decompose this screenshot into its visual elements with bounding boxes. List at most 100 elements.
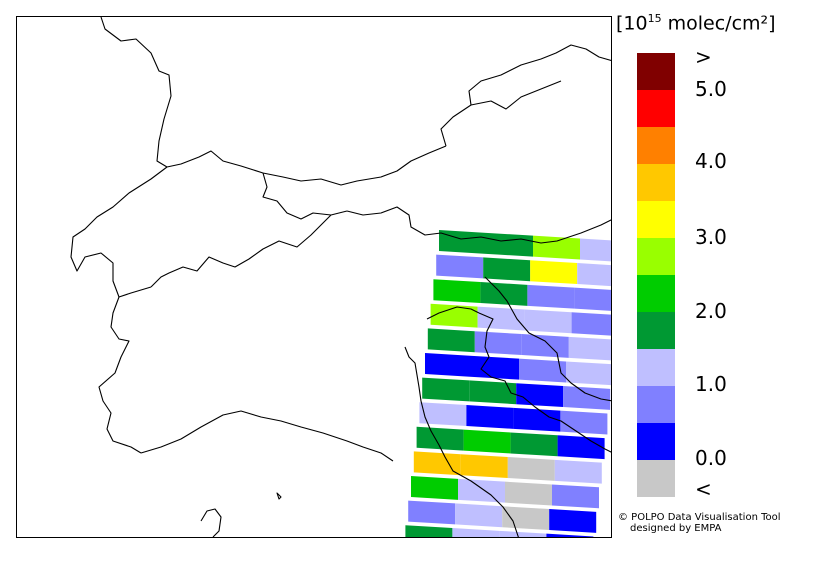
swath-pixel (469, 380, 517, 405)
map-canvas (70, 17, 611, 537)
swath-pixel (530, 260, 578, 285)
swath-pixel (549, 509, 597, 533)
swath-pixel (519, 358, 566, 383)
colorbar-swatch (637, 90, 675, 127)
swath-pixel (568, 336, 611, 361)
swath-pixel (422, 377, 470, 402)
swath-pixel (430, 303, 478, 328)
colorbar-tick-label: 3.0 (695, 225, 727, 249)
colorbar-swatch (637, 238, 675, 275)
border-slovenia-croatia (484, 276, 611, 402)
swath-pixel (510, 432, 558, 457)
colorbar (637, 53, 675, 497)
legend-title-prefix: [10 (616, 12, 648, 35)
colorbar-tick-label: 1.0 (695, 372, 727, 396)
map-panel (16, 16, 612, 538)
swath-pixel (413, 451, 461, 476)
swath-pixel (472, 355, 519, 380)
colorbar-tick-label: 5.0 (695, 77, 727, 101)
coast-italy-east (404, 346, 519, 537)
colorbar-tick-label: < (695, 477, 712, 501)
colorbar-swatch (637, 201, 675, 238)
swath-pixel (546, 533, 594, 537)
swath-pixel (427, 328, 475, 353)
swath-pixel (574, 287, 611, 311)
swath-pixel (557, 435, 605, 460)
border-germany-austria (440, 44, 611, 147)
colorbar-swatch (637, 275, 675, 312)
colorbar-tick-label: > (695, 45, 712, 69)
colorbar-tick-label: 0.0 (695, 446, 727, 470)
colorbar-swatch (637, 386, 675, 423)
colorbar-swatch (637, 127, 675, 164)
border-switzerland-italy (150, 210, 348, 288)
swath-pixel (552, 484, 599, 509)
swath-pixel (521, 334, 569, 358)
swath-pixel (408, 500, 456, 525)
legend-title-units: molec/cm²] (661, 12, 776, 35)
swath-pixel (563, 386, 611, 410)
swath-pixel (483, 257, 531, 282)
colorbar-swatch (637, 349, 675, 386)
credit-line-2: designed by EMPA (630, 523, 722, 534)
swath-pixel (527, 284, 575, 309)
swath-pixel (486, 232, 533, 257)
colorbar-swatch (637, 312, 675, 349)
swath-pixel (433, 279, 481, 304)
swath-pixel (580, 238, 611, 262)
coast-venice (426, 306, 480, 320)
colorbar-swatch (637, 164, 675, 201)
swath-pixel (477, 306, 525, 331)
legend-title-exponent: 15 (647, 12, 662, 25)
swath-pixel (566, 361, 611, 386)
coast-adriatic-north (478, 312, 611, 453)
colorbar-swatch (637, 53, 675, 90)
swath-pixel (516, 383, 564, 408)
credit-text: © POLPO Data Visualisation Tool designed… (618, 512, 781, 534)
swath-pixel (411, 476, 458, 500)
legend-title: [1015 molec/cm²] (616, 12, 776, 34)
swath-pixel (463, 429, 511, 454)
border-france-germany (100, 17, 172, 168)
swath-pixel (474, 331, 522, 356)
swath-pixel (577, 263, 611, 287)
swath-pixel (436, 254, 484, 279)
border-austria-italy (346, 206, 611, 244)
coast-elba (276, 492, 282, 500)
colorbar-tick-label: 2.0 (695, 299, 727, 323)
swath-pixel (499, 530, 547, 537)
border-germany-czech (470, 80, 562, 110)
swath-pixel (513, 407, 561, 432)
swath-pixel (439, 230, 486, 254)
swath-pixel (405, 525, 453, 537)
border-france-switzerland (70, 166, 168, 298)
colorbar-swatch (637, 423, 675, 460)
country-borders (70, 17, 611, 537)
coast-corsica (200, 508, 222, 537)
swath-pixel (524, 309, 572, 334)
swath-pixel (505, 481, 552, 506)
swath-pixel (419, 402, 467, 427)
swath-pixel (416, 426, 464, 451)
swath-pixel (425, 353, 472, 377)
swath-pixel (460, 454, 508, 479)
swath-pixel (560, 410, 608, 435)
swath-pixel (452, 528, 500, 537)
credit-line-1: © POLPO Data Visualisation Tool (618, 512, 781, 523)
swath-pixel (458, 478, 505, 503)
colorbar-tick-label: 4.0 (695, 149, 727, 173)
swath-pixel (554, 459, 602, 484)
swath-pixel (466, 405, 514, 429)
border-germany-switzerland (166, 145, 447, 186)
no2-swath-layer (405, 230, 611, 537)
colorbar-swatch (637, 460, 675, 497)
border-austria-switzerland (262, 172, 332, 220)
swath-pixel (502, 506, 550, 531)
swath-pixel (571, 312, 611, 336)
swath-pixel (480, 282, 528, 306)
coast-liguria-tuscany (140, 410, 394, 462)
swath-pixel (455, 503, 503, 528)
border-france-italy (98, 296, 142, 454)
swath-pixel (507, 457, 555, 481)
swath-pixel (533, 235, 580, 260)
